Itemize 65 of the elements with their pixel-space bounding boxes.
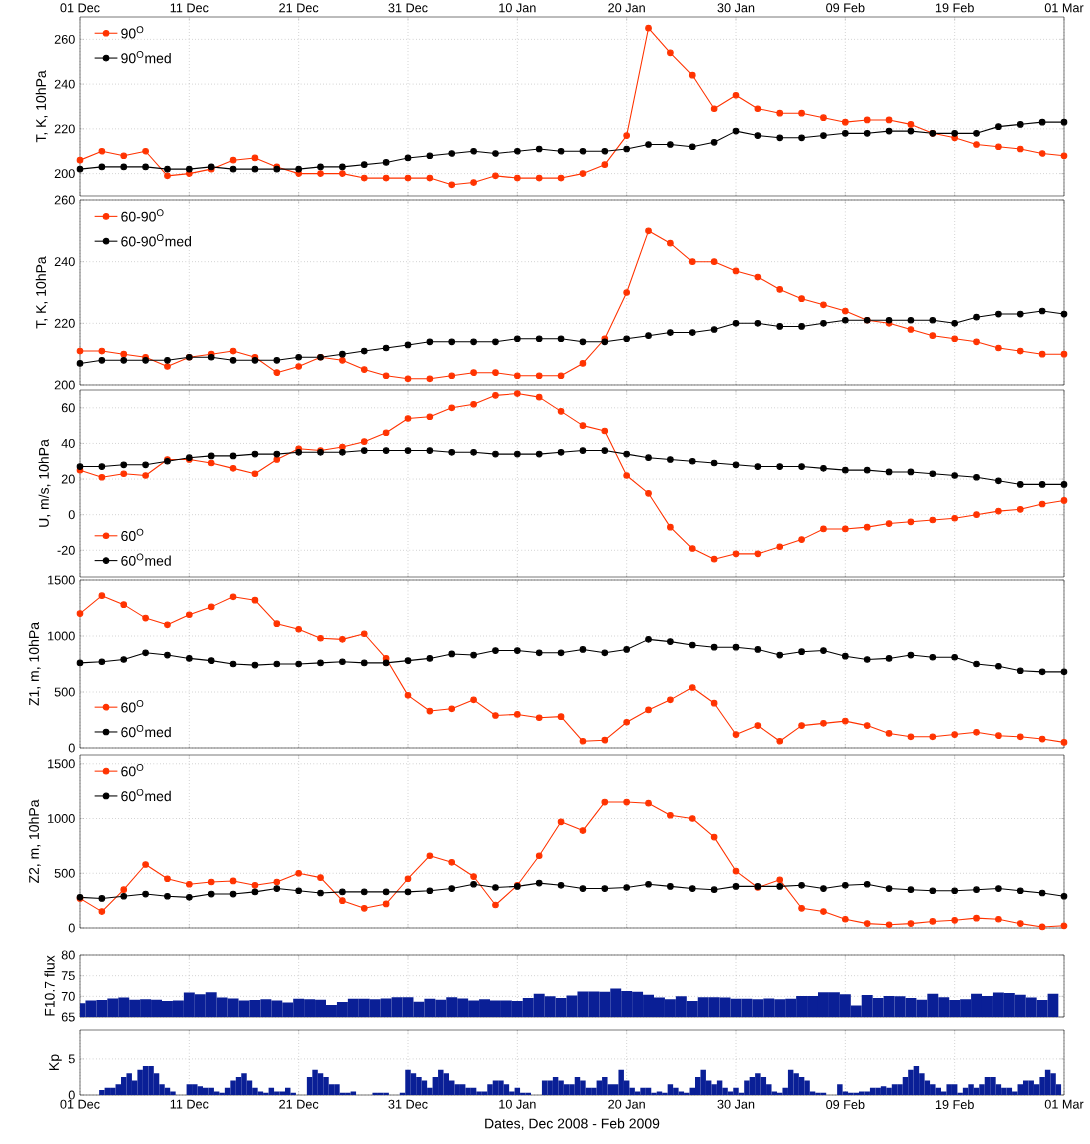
y-tick-label: 65: [61, 1012, 75, 1022]
x-tick-label: 09 Feb: [826, 2, 865, 13]
y-tick-label: 60: [61, 403, 75, 413]
x-tick-label: 09 Feb: [826, 1099, 865, 1110]
legend-label: 90$^{O}$med: [121, 50, 171, 64]
x-axis-title: Dates, Dec 2008 - Feb 2009: [485, 1118, 660, 1131]
y-tick-label: 40: [61, 438, 75, 448]
x-tick-label: 01 Dec: [60, 3, 100, 13]
x-tick-label: 20 Jan: [608, 1099, 645, 1109]
legend-label: 60$^{O}$med: [121, 553, 171, 566]
x-tick-label: 21 Dec: [279, 1099, 319, 1109]
x-tick-label: 19 Feb: [935, 1099, 974, 1110]
y-tick-label: 240: [54, 257, 75, 267]
y-axis-title: F10.7 flux: [44, 955, 55, 1016]
y-tick-label: 240: [54, 79, 75, 89]
y-tick-label: 0: [68, 1090, 75, 1100]
x-tick-label: 30 Jan: [717, 3, 755, 13]
y-tick-label: 1000: [48, 814, 75, 823]
y-tick-label: 70: [61, 991, 75, 1001]
legend-label: 60$^{O}$: [121, 528, 144, 542]
x-tick-label: 31 Dec: [388, 3, 428, 13]
y-tick-label: 220: [54, 124, 75, 134]
x-tick-label: 20 Jan: [608, 3, 645, 13]
y-tick-label: 1000: [48, 631, 75, 641]
legend-label: 60-90$^{O}$med: [121, 234, 192, 247]
y-tick-label: 220: [54, 318, 75, 328]
x-tick-label: 01 Dec: [60, 1099, 100, 1109]
legend-label: 60$^{O}$med: [121, 724, 171, 738]
y-tick-label: 75: [61, 971, 75, 981]
x-tick-label: 21 Dec: [279, 3, 319, 13]
x-tick-label: 01 Mar: [1044, 3, 1084, 13]
legend-label: 60$^{O}$: [121, 764, 144, 777]
legend-label: 60-90$^{O}$: [121, 209, 164, 222]
y-axis-title: Kp: [49, 1054, 62, 1070]
y-tick-label: 200: [54, 169, 75, 179]
y-tick-label: 5: [68, 1054, 75, 1064]
y-tick-label: 200: [54, 380, 75, 390]
y-tick-label: 260: [54, 34, 75, 44]
y-tick-label: 1500: [48, 575, 75, 585]
x-tick-label: 01 Mar: [1044, 1099, 1084, 1109]
x-tick-label: 10 Jan: [499, 1099, 536, 1109]
y-tick-label: 0: [68, 510, 75, 520]
x-tick-label: 11 Dec: [170, 3, 209, 13]
y-axis-title: T, K, 10hPa: [35, 70, 48, 143]
y-axis-title: U, m/s, 10hPa: [38, 439, 51, 527]
y-tick-label: 1500: [48, 759, 75, 769]
legend-label: 90$^{O}$: [121, 26, 144, 39]
x-tick-label: 11 Dec: [170, 1099, 209, 1109]
y-tick-label: 500: [54, 687, 75, 697]
x-tick-label: 10 Jan: [499, 3, 536, 13]
legend-label: 60$^{O}$: [121, 700, 144, 713]
y-axis-title: T, K, 10hPa: [35, 256, 48, 329]
y-tick-label: 80: [61, 950, 75, 960]
y-tick-label: 0: [68, 743, 75, 753]
y-axis-title: Z1, m, 10hPa: [28, 622, 41, 706]
x-tick-label: 31 Dec: [388, 1099, 428, 1109]
y-tick-label: 500: [54, 868, 75, 878]
y-tick-label: 0: [68, 923, 75, 933]
x-tick-label: 19 Feb: [935, 2, 974, 13]
y-tick-label: 260: [54, 195, 75, 205]
legend-label: 60$^{O}$med: [121, 788, 171, 802]
x-tick-label: 30 Jan: [717, 1099, 755, 1109]
y-axis-title: Z2, m, 10hPa: [28, 799, 41, 884]
y-tick-label: 20: [61, 474, 75, 484]
y-tick-label: -20: [57, 545, 75, 555]
